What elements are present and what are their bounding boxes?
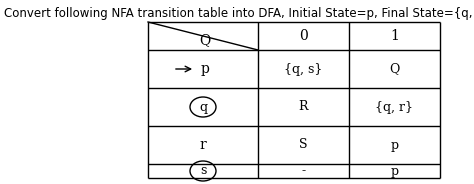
Text: q: q (199, 100, 207, 114)
Text: p: p (391, 164, 399, 178)
Text: Convert following NFA transition table into DFA, Initial State=p, Final State={q: Convert following NFA transition table i… (4, 6, 474, 20)
Text: -: - (301, 164, 306, 178)
Text: {q, s}: {q, s} (284, 63, 323, 75)
Text: S: S (299, 139, 308, 151)
Text: {q, r}: {q, r} (375, 100, 413, 114)
Text: p: p (201, 62, 210, 76)
Text: s: s (200, 164, 206, 178)
Text: Q: Q (200, 33, 210, 47)
Text: R: R (299, 100, 308, 114)
Text: p: p (391, 139, 399, 151)
Text: r: r (200, 138, 206, 152)
Text: 0: 0 (299, 29, 308, 43)
Text: 1: 1 (390, 29, 399, 43)
Text: Q: Q (389, 63, 400, 75)
